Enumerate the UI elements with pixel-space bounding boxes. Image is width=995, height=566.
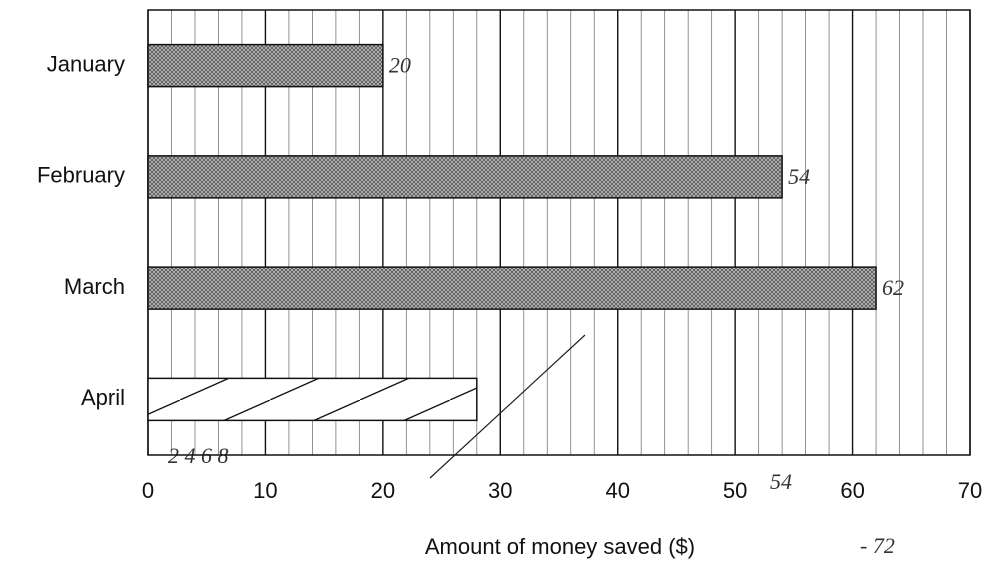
value-label: 62 <box>882 275 904 300</box>
value-label: 20 <box>389 53 411 78</box>
x-axis-label: Amount of money saved ($) <box>425 534 695 559</box>
x-tick-label: 10 <box>253 478 277 503</box>
bar <box>147 43 384 88</box>
bar <box>147 377 478 422</box>
x-tick-label: 30 <box>488 478 512 503</box>
annotation: 54 <box>770 469 792 494</box>
y-tick-label: March <box>64 274 125 299</box>
y-tick-label: January <box>47 51 125 76</box>
x-tick-label: 70 <box>958 478 982 503</box>
x-tick-label: 0 <box>142 478 154 503</box>
y-tick-label: February <box>37 163 125 188</box>
y-tick-label: April <box>81 385 125 410</box>
bar <box>147 266 877 310</box>
scribble <box>429 334 586 479</box>
x-tick-label: 60 <box>840 478 864 503</box>
plot-frame <box>147 9 971 456</box>
x-tick-label: 50 <box>723 478 747 503</box>
x-tick-label: 20 <box>371 478 395 503</box>
annotation: - 72 <box>860 533 895 558</box>
value-label: 54 <box>788 164 810 189</box>
x-tick-label: 40 <box>605 478 629 503</box>
bar <box>147 155 783 199</box>
